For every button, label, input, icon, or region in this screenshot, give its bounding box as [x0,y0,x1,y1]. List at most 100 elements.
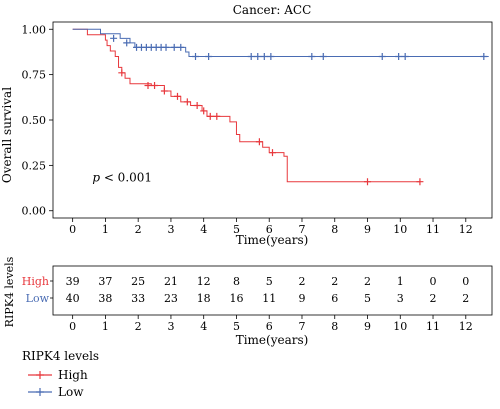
risk-count-low: 3 [397,292,404,305]
legend-cross-icon [36,371,44,379]
risk-x-ticks: 0 1 2 3 4 5 6 7 8 9 10 11 12 [69,315,473,333]
x-tick-label: 2 [135,223,142,236]
x-tick-label: 6 [266,223,273,236]
risk-count-high: 37 [98,275,112,288]
x-tick-label: 10 [393,223,407,236]
risk-row-label-low: Low [26,292,50,305]
risk-table-ylabel: RIPK4 levels [3,256,16,327]
censor-marks [110,34,488,186]
censor-mark-low [247,52,255,60]
censor-mark-low [205,52,213,60]
x-tick-label: 3 [167,223,174,236]
censor-mark-low [177,43,185,51]
risk-count-high: 39 [66,275,80,288]
risk-x-tick-label: 11 [426,320,440,333]
censor-mark-low [162,43,170,51]
survival-y-ticks: 0.00 0.25 0.50 0.75 1.00 [22,23,53,218]
risk-x-tick-label: 6 [266,320,273,333]
risk-count-low: 40 [66,292,80,305]
risk-count-high: 2 [298,275,305,288]
risk-count-low: 11 [262,292,276,305]
censor-mark-low [254,52,262,60]
risk-x-tick-label: 7 [298,320,305,333]
risk-count-high: 2 [364,275,371,288]
censor-mark-high [118,69,126,77]
legend-label: High [58,368,88,382]
risk-table-frame [52,265,493,316]
censor-mark-high [183,98,191,106]
risk-x-tick-label: 1 [102,320,109,333]
risk-count-low: 6 [331,292,338,305]
p-value-annotation: p < 0.001 [92,171,152,185]
x-tick-label: 5 [233,223,240,236]
risk-count-low: 16 [229,292,243,305]
survival-plot-frame [52,21,493,219]
survival-curve-low [72,28,489,57]
censor-mark-low [260,52,268,60]
x-tick-label: 11 [426,223,440,236]
x-axis-label: Time(years) [236,233,309,247]
censor-mark-high [364,178,372,186]
survival-x-ticks: 0 1 2 3 4 5 6 7 8 9 10 11 12 [69,218,473,236]
censor-mark-high [213,112,221,120]
legend-label: Low [58,385,84,399]
legend: High Low [28,368,88,399]
censor-mark-low [395,52,403,60]
risk-count-high: 25 [131,275,145,288]
y-tick-label: 0.50 [22,114,47,127]
censor-mark-low [308,52,316,60]
x-tick-label: 8 [331,223,338,236]
censor-mark-high [173,92,181,100]
censor-mark-high [144,82,152,90]
risk-x-tick-label: 4 [200,320,207,333]
censor-mark-low [123,39,131,47]
risk-count-low: 5 [364,292,371,305]
legend-item-low: Low [28,385,84,399]
x-tick-label: 9 [364,223,371,236]
y-tick-label: 0.25 [22,159,47,172]
x-tick-label: 0 [69,223,76,236]
censor-mark-high [206,112,214,120]
y-tick-label: 1.00 [22,23,47,36]
censor-mark-high [269,149,276,157]
y-axis-label: Overall survival [0,87,14,183]
risk-count-high: 0 [462,275,469,288]
risk-x-tick-label: 8 [331,320,338,333]
risk-count-high: 21 [164,275,178,288]
chart-title: Cancer: ACC [233,3,312,17]
censor-mark-low [480,52,488,60]
risk-count-low: 33 [131,292,145,305]
risk-count-high: 5 [266,275,273,288]
censor-mark-high [193,101,201,109]
censor-mark-low [170,43,178,51]
legend-item-high: High [28,368,88,382]
x-tick-label: 1 [102,223,109,236]
censor-mark-high [151,82,159,90]
risk-x-tick-label: 5 [233,320,240,333]
risk-count-low: 2 [462,292,469,305]
x-tick-label: 4 [200,223,207,236]
risk-x-tick-label: 2 [135,320,142,333]
censor-mark-low [401,52,409,60]
risk-count-high: 0 [430,275,437,288]
legend-cross-icon [36,388,44,396]
risk-count-low: 38 [98,292,112,305]
censor-mark-low [378,52,386,60]
risk-x-tick-label: 9 [364,320,371,333]
risk-count-high: 12 [197,275,211,288]
survival-curve-high [72,28,420,183]
censor-mark-low [319,52,327,60]
censor-mark-high [160,87,168,95]
censor-mark-low [110,34,118,42]
p-symbol: p [92,171,100,185]
y-tick-label: 0.75 [22,69,47,82]
risk-x-axis-label: Time(years) [236,333,309,347]
y-tick-label: 0.00 [22,205,47,218]
x-tick-label: 7 [298,223,305,236]
risk-count-high: 8 [233,275,240,288]
risk-count-low: 23 [164,292,178,305]
risk-count-low: 18 [197,292,211,305]
risk-row-label-high: High [22,275,49,288]
